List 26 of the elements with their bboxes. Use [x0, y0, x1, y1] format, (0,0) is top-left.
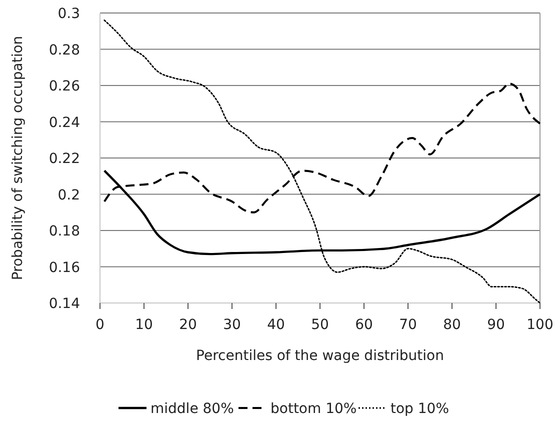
x-tick-label: 60 — [355, 317, 373, 333]
legend-label: middle 80% — [150, 401, 234, 417]
x-tick-label: 30 — [223, 317, 241, 333]
y-tick-label: 0.18 — [48, 224, 80, 240]
y-tick-label: 0.24 — [48, 114, 80, 131]
y-tick-label: 0.14 — [48, 296, 80, 312]
line-series — [104, 20, 541, 304]
y-tick-label: 0.22 — [48, 151, 80, 167]
y-tick-label: 0.2 — [58, 187, 80, 204]
legend-label: bottom 10% — [270, 401, 357, 417]
x-tick-label: 90 — [487, 317, 505, 333]
y-tick-label: 0.28 — [48, 42, 80, 58]
y-tick-label: 0.26 — [48, 78, 80, 94]
y-axis-title: Probability of switching occupation — [10, 36, 26, 280]
x-tick-label: 20 — [179, 317, 197, 333]
x-tick-label: 50 — [311, 317, 329, 333]
x-tick-label: 0 — [96, 317, 104, 333]
x-tick-label: 10 — [135, 317, 153, 333]
x-tick-label: 70 — [399, 317, 417, 333]
legend-label: top 10% — [390, 401, 450, 417]
x-tick-label: 80 — [443, 317, 461, 333]
y-tick-label: 0.16 — [48, 260, 80, 276]
y-tick-label: 0.3 — [58, 6, 80, 22]
x-tick-label: 100 — [526, 317, 554, 333]
x-tick-label: 40 — [267, 317, 285, 333]
x-axis-title: Percentiles of the wage distribution — [196, 348, 444, 364]
